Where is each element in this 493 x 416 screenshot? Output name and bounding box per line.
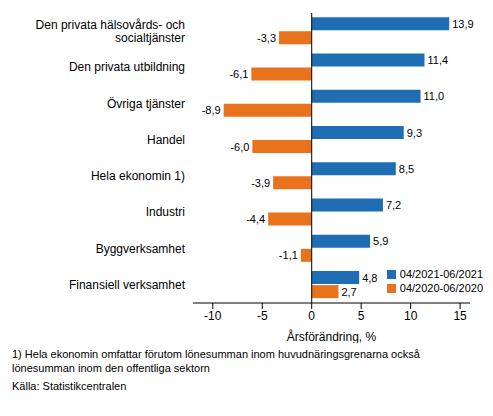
html-text:04/2020-06/2020: 04/2020-06/2020 [399,282,483,294]
svg-text:-4,4: -4,4 [246,213,265,225]
svg-text:5: 5 [358,309,365,323]
svg-text:-6,0: -6,0 [230,141,249,153]
svg-text:Industri: Industri [146,205,185,219]
svg-text:15: 15 [453,309,467,323]
svg-text:8,5: 8,5 [399,163,414,175]
svg-text:-3,9: -3,9 [251,177,270,189]
svg-text:Handel: Handel [147,133,185,147]
svg-text:Årsförändring, %: Årsförändring, % [287,329,377,343]
svg-text:0: 0 [308,309,315,323]
svg-text:Den privata utbildning: Den privata utbildning [69,60,185,74]
svg-text:11,0: 11,0 [424,90,445,102]
html-text:1) Hela ekonomin omfattar föru: 1) Hela ekonomin omfattar förutom lönesu… [12,348,420,374]
svg-text:-1,1: -1,1 [279,249,298,261]
svg-text:5,9: 5,9 [373,235,388,247]
svg-text:-10: -10 [204,309,222,323]
svg-text:Finansiell verksamhet: Finansiell verksamhet [69,278,186,292]
svg-text:Hela ekonomin 1): Hela ekonomin 1) [91,169,185,183]
html-text:Källa: Statistikcentralen: Källa: Statistikcentralen [12,380,127,392]
svg-text:-8,9: -8,9 [202,104,221,116]
svg-text:Den privata hälsovårds- ochsoc: Den privata hälsovårds- ochsocialtjänste… [36,18,185,45]
svg-text:11,4: 11,4 [427,54,448,66]
svg-text:10: 10 [404,309,418,323]
svg-text:4,8: 4,8 [362,272,377,284]
svg-text:-3,3: -3,3 [257,32,276,44]
svg-text:13,9: 13,9 [452,18,473,30]
svg-text:Övriga tjänster: Övriga tjänster [107,97,185,111]
svg-text:7,2: 7,2 [386,199,401,211]
svg-text:-5: -5 [257,309,268,323]
svg-text:9,3: 9,3 [407,127,422,139]
svg-text:-6,1: -6,1 [229,68,248,80]
svg-text:2,7: 2,7 [341,286,356,298]
svg-text:Byggverksamhet: Byggverksamhet [96,242,186,256]
html-text:04/2021-06/2021: 04/2021-06/2021 [399,268,483,280]
